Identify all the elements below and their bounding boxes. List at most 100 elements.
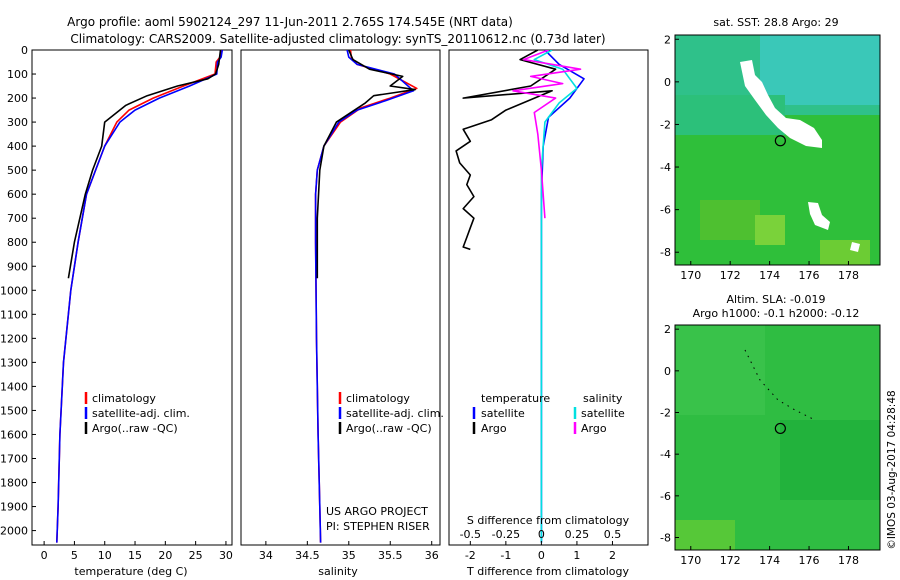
- x-tick-label: 36: [425, 549, 439, 562]
- x-axis-ticks: 0 5 10 15 20 25 30 34 34.5 35 35.5 36 -2 -1 0 1 2 -0.5 -0.…: [41, 528, 622, 562]
- depth-tick-label: 600: [7, 188, 28, 201]
- sst-cyan-patch: [760, 35, 880, 105]
- temperature-panel: [31, 49, 233, 546]
- depth-tick-label: 2000: [0, 525, 28, 538]
- depth-tick-label: 1500: [0, 404, 28, 417]
- salinity-argo-line: [512, 50, 582, 219]
- map-y-tick-label: 0: [664, 365, 671, 378]
- depth-tick-label: 800: [7, 236, 28, 249]
- legend-s-argo: Argo: [581, 422, 607, 435]
- x-tick-label: 15: [128, 549, 142, 562]
- map-x-tick-label: 176: [799, 269, 820, 282]
- difference-xlabel: T difference from climatology: [466, 565, 629, 578]
- x-tick-label-secondary: -0.5: [460, 528, 481, 541]
- pi-label: PI: STEPHEN RISER: [326, 520, 430, 533]
- depth-tick-label: 0: [21, 44, 28, 57]
- map-y-tick-label: -6: [660, 204, 671, 217]
- x-tick-label: -2: [465, 549, 476, 562]
- legend-satellite: satellite-adj. clim.: [346, 407, 444, 420]
- sla-map-title2: Argo h1000: -0.1 h2000: -0.12: [693, 307, 860, 320]
- map-x-tick-label: 178: [838, 269, 859, 282]
- argo-raw-qc-line: [316, 50, 416, 279]
- sla-map-field: [675, 325, 880, 550]
- depth-tick-label: 400: [7, 140, 28, 153]
- salinity-xlabel: salinity: [318, 565, 358, 578]
- sst-map-frame: [674, 34, 881, 266]
- legend-t-argo: Argo: [481, 422, 507, 435]
- map-x-tick-label: 170: [680, 554, 701, 567]
- sla-patch-3: [675, 520, 735, 550]
- map-x-tick-label: 178: [838, 554, 859, 567]
- temperature-xlabel: temperature (deg C): [74, 565, 187, 578]
- argo-raw-qc-line: [67, 50, 222, 279]
- depth-tick-label: 100: [7, 68, 28, 81]
- difference-series: [455, 50, 585, 543]
- argo-position-marker: [774, 422, 786, 435]
- map-x-tick-label: 172: [720, 554, 741, 567]
- sla-map-title1: Altim. SLA: -0.019: [726, 293, 825, 306]
- x-tick-label: 30: [219, 549, 233, 562]
- temperature-satellite-line: [540, 50, 585, 543]
- x-tick-label-secondary: 0: [538, 528, 545, 541]
- map-y-tick-label: -4: [660, 448, 671, 461]
- argo-position-marker: [774, 135, 786, 147]
- sst-land-mask-3: [850, 242, 860, 252]
- x-tick-label: 5: [71, 549, 78, 562]
- map-y-tick-label: 2: [664, 323, 671, 336]
- project-label: US ARGO PROJECT: [326, 505, 428, 518]
- depth-tick-label: 900: [7, 260, 28, 273]
- climatology-line: [314, 50, 418, 543]
- x-tick-label: 10: [98, 549, 112, 562]
- x-tick-label-secondary: -0.25: [492, 528, 520, 541]
- sla-map-frame: [674, 324, 881, 551]
- sst-yellowgreen-1: [700, 200, 760, 240]
- map-x-tick-label: 174: [759, 269, 780, 282]
- map-y-tick-label: -2: [660, 118, 671, 131]
- depth-tick-label: 1400: [0, 380, 28, 393]
- temperature-argo-line: [455, 50, 557, 251]
- temperature-series: [56, 50, 224, 543]
- x-tick-label: 34.5: [295, 549, 320, 562]
- salinity-series: [314, 50, 418, 543]
- depth-tick-label: 700: [7, 212, 28, 225]
- map-y-tick-label: -8: [660, 532, 671, 545]
- legend-climatology: climatology: [92, 392, 156, 405]
- x-tick-label: 0: [41, 549, 48, 562]
- sst-map-title: sat. SST: 28.8 Argo: 29: [713, 16, 838, 29]
- legend-t-satellite: satellite: [481, 407, 525, 420]
- map-y-tick-label: 0: [664, 76, 671, 89]
- sst-land-mask: [740, 60, 822, 148]
- map-y-tick-label: -6: [660, 490, 671, 503]
- sst-yellowgreen-3: [820, 240, 870, 265]
- temperature-legend: climatology satellite-adj. clim. Argo(..…: [84, 392, 190, 435]
- x-tick-label: 2: [609, 549, 616, 562]
- x-tick-label: 1: [573, 549, 580, 562]
- header-line2: Climatology: CARS2009. Satellite-adjuste…: [70, 32, 605, 46]
- sla-patch-1: [675, 325, 765, 415]
- legend-s-satellite: satellite: [581, 407, 625, 420]
- map-x-tick-label: 172: [720, 269, 741, 282]
- depth-tick-label: 300: [7, 116, 28, 129]
- depth-tick-label: 1200: [0, 332, 28, 345]
- depth-axis: 0 100 200 300 400 500 600 700 800 900 1000 1100 1200…: [0, 44, 36, 538]
- depth-tick-label: 1300: [0, 356, 28, 369]
- depth-tick-label: 1900: [0, 501, 28, 514]
- sla-map-axes: 170 172 174 176 178 2 0 -2 -4 -6 -8: [660, 323, 859, 567]
- depth-tick-label: 1700: [0, 452, 28, 465]
- sst-yellowgreen-2: [755, 215, 785, 245]
- sla-patch-2: [780, 420, 880, 500]
- x-tick-label: 20: [158, 549, 172, 562]
- depth-tick-label: 1600: [0, 428, 28, 441]
- climatology-line: [56, 50, 222, 543]
- header-line1: Argo profile: aoml 5902124_297 11-Jun-20…: [67, 15, 513, 29]
- x-tick-label: 35: [342, 549, 356, 562]
- map-y-tick-label: -2: [660, 407, 671, 420]
- legend-climatology: climatology: [346, 392, 410, 405]
- legend-satellite: satellite-adj. clim.: [92, 407, 190, 420]
- legend-argo: Argo(..raw -QC): [346, 422, 432, 435]
- map-x-tick-label: 170: [680, 269, 701, 282]
- salinity-satellite-line: [533, 50, 578, 543]
- satellite-adj-clim-line: [314, 50, 415, 543]
- difference-xlabel2: S difference from climatology: [467, 514, 630, 527]
